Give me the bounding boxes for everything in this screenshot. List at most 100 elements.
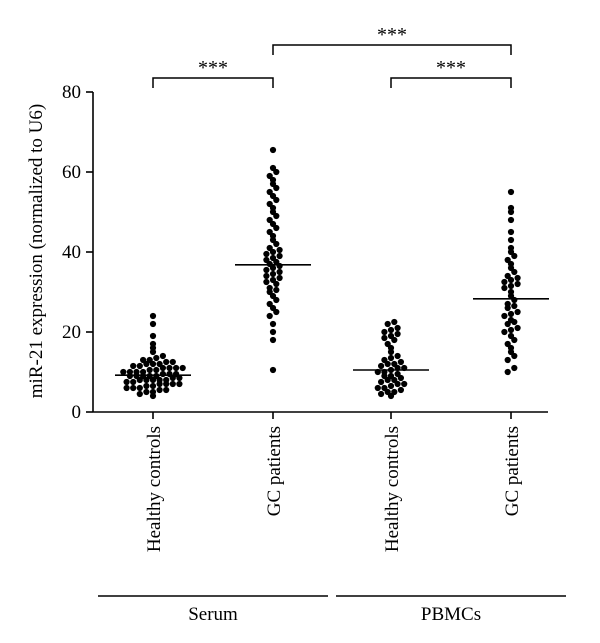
data-point bbox=[163, 386, 170, 394]
data-point bbox=[153, 366, 160, 374]
data-point bbox=[269, 248, 277, 256]
data-point bbox=[273, 240, 280, 248]
y-tick-label: 40 bbox=[62, 242, 81, 263]
data-point bbox=[507, 326, 515, 334]
data-point bbox=[156, 386, 163, 394]
data-point bbox=[384, 360, 391, 368]
data-point bbox=[387, 382, 395, 390]
data-point bbox=[269, 264, 277, 272]
data-point bbox=[130, 362, 137, 370]
data-point bbox=[507, 228, 515, 236]
data-point bbox=[149, 392, 157, 400]
significance-label: *** bbox=[377, 24, 407, 46]
data-point bbox=[397, 386, 404, 394]
x-category-label: Healthy controls bbox=[382, 426, 403, 552]
data-point bbox=[149, 348, 157, 356]
data-point bbox=[153, 354, 160, 362]
data-point bbox=[136, 390, 143, 398]
data-point bbox=[136, 376, 143, 384]
data-point bbox=[387, 348, 395, 356]
group-labels: Serum PBMCs bbox=[98, 595, 566, 625]
data-point bbox=[273, 296, 280, 304]
data-point bbox=[514, 308, 521, 316]
data-point bbox=[384, 376, 391, 384]
data-point bbox=[397, 358, 404, 366]
data-point bbox=[504, 368, 511, 376]
data-point bbox=[511, 336, 518, 344]
data-point bbox=[136, 362, 143, 370]
y-axis: 0 20 40 60 80 bbox=[62, 82, 548, 423]
data-point bbox=[149, 332, 157, 340]
data-point bbox=[378, 390, 385, 398]
data-point bbox=[511, 352, 518, 360]
data-point bbox=[176, 380, 183, 388]
data-point bbox=[179, 364, 186, 372]
x-category-label: Healthy controls bbox=[144, 426, 165, 552]
data-point bbox=[143, 376, 150, 384]
group-label: Serum bbox=[188, 604, 238, 625]
data-point bbox=[504, 320, 511, 328]
data-point bbox=[511, 364, 518, 372]
data-point bbox=[273, 280, 280, 288]
data-point bbox=[149, 360, 157, 368]
data-point bbox=[273, 184, 280, 192]
data-point bbox=[276, 252, 283, 260]
data-point bbox=[387, 392, 395, 400]
data-point bbox=[173, 364, 180, 372]
data-point bbox=[276, 262, 283, 270]
data-point bbox=[507, 208, 515, 216]
data-point bbox=[501, 312, 508, 320]
data-point bbox=[269, 270, 277, 278]
y-tick-label: 60 bbox=[62, 162, 81, 183]
data-point bbox=[387, 326, 395, 334]
data-point bbox=[507, 236, 515, 244]
data-point bbox=[273, 168, 280, 176]
data-point bbox=[397, 374, 404, 382]
data-point bbox=[507, 276, 515, 284]
data-point bbox=[136, 384, 143, 392]
data-point bbox=[159, 352, 166, 360]
x-category-label: GC patients bbox=[264, 426, 285, 516]
data-point bbox=[273, 196, 280, 204]
data-point bbox=[394, 352, 401, 360]
data-point bbox=[146, 366, 153, 374]
data-point bbox=[384, 320, 391, 328]
data-point bbox=[378, 378, 385, 386]
data-point bbox=[123, 378, 130, 386]
data-point bbox=[156, 380, 163, 388]
data-point bbox=[169, 358, 176, 366]
data-point bbox=[511, 302, 518, 310]
data-points bbox=[120, 146, 521, 400]
significance-bracket bbox=[390, 77, 512, 88]
data-point bbox=[269, 146, 277, 154]
data-point bbox=[169, 380, 176, 388]
data-point bbox=[130, 384, 137, 392]
data-point bbox=[501, 284, 508, 292]
significance-bracket bbox=[152, 77, 274, 88]
data-point bbox=[394, 380, 401, 388]
data-point bbox=[166, 364, 173, 372]
data-point bbox=[394, 330, 401, 338]
data-point bbox=[514, 274, 521, 282]
data-point bbox=[514, 324, 521, 332]
data-point bbox=[507, 216, 515, 224]
data-point bbox=[149, 312, 157, 320]
data-point bbox=[391, 336, 398, 344]
data-point bbox=[381, 334, 388, 342]
data-point bbox=[501, 328, 508, 336]
x-tick-labels: Healthy controls GC patients Healthy contr… bbox=[144, 426, 523, 552]
data-point bbox=[163, 358, 170, 366]
data-point bbox=[378, 362, 385, 370]
data-point bbox=[507, 282, 515, 290]
data-point bbox=[501, 278, 508, 286]
data-point bbox=[511, 268, 518, 276]
data-point bbox=[504, 304, 511, 312]
data-point bbox=[263, 266, 270, 274]
data-point bbox=[511, 252, 518, 260]
data-point bbox=[263, 272, 270, 280]
data-point bbox=[266, 312, 273, 320]
data-point bbox=[276, 274, 283, 282]
group-label: PBMCs bbox=[421, 604, 481, 625]
data-point bbox=[159, 364, 166, 372]
